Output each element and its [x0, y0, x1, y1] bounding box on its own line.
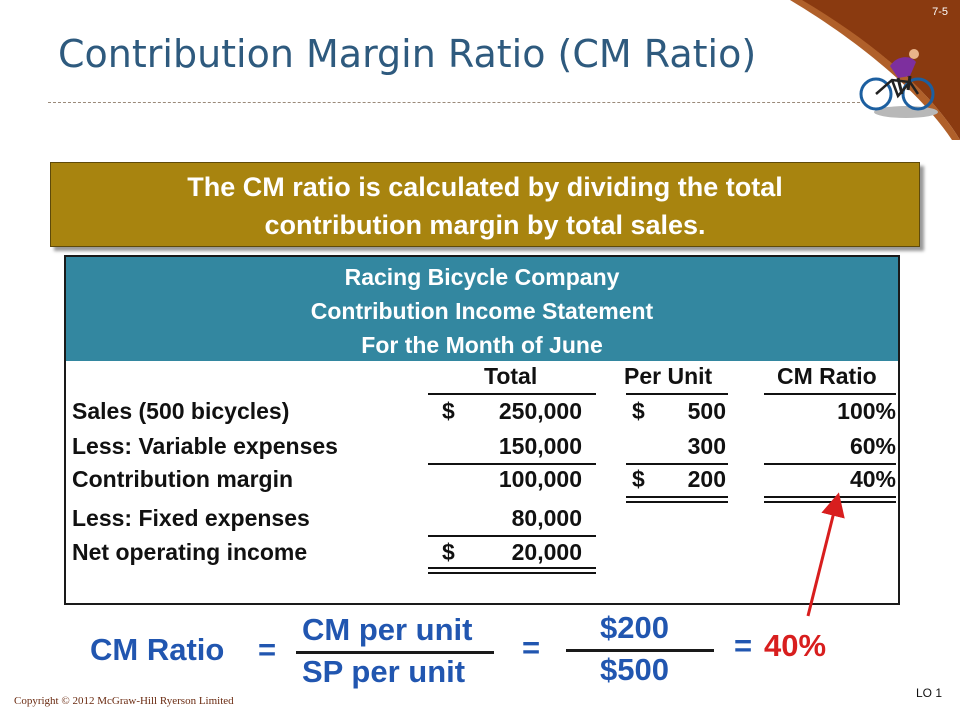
statement-header: Racing Bicycle Company Contribution Inco…: [66, 257, 898, 361]
banner-line-1: The CM ratio is calculated by dividing t…: [187, 172, 783, 202]
formula-fraction-bar: [296, 651, 494, 654]
row-label-sales: Sales (500 bicycles): [72, 398, 290, 424]
variable-total-rule: [428, 463, 596, 465]
col-header-cm-ratio: CM Ratio: [777, 363, 877, 389]
formula-result: 40%: [764, 628, 827, 663]
definition-banner: The CM ratio is calculated by dividing t…: [50, 162, 920, 247]
formula-denominator-value: $500: [600, 652, 669, 687]
variable-ratio-rule: [764, 463, 896, 465]
noi-total-double-rule: [428, 567, 596, 574]
formula-numerator-value: $200: [600, 610, 669, 645]
per-unit-header-rule: [626, 393, 728, 395]
row-noi-total-sign: $: [442, 539, 455, 565]
ratio-header-rule: [764, 393, 896, 395]
row-label-net-operating-income: Net operating income: [72, 539, 308, 565]
corner-decoration: [790, 0, 960, 140]
banner-line-2: contribution margin by total sales.: [264, 210, 706, 240]
row-sales-ratio: 100%: [837, 398, 896, 424]
row-variable-ratio: 60%: [849, 433, 896, 459]
arrow-icon: [806, 492, 845, 617]
col-header-per-unit: Per Unit: [624, 363, 713, 389]
variable-unit-rule: [626, 463, 728, 465]
row-sales-per-unit: 500: [687, 398, 726, 424]
company-name: Racing Bicycle Company: [344, 264, 620, 290]
row-cm-total: 100,000: [498, 466, 582, 492]
row-cm-unit-sign: $: [632, 466, 645, 492]
fixed-total-rule: [428, 535, 596, 537]
row-label-variable-expenses: Less: Variable expenses: [72, 433, 338, 459]
row-sales-total-sign: $: [442, 398, 455, 424]
row-cm-per-unit: 200: [687, 466, 726, 492]
formula-value-bar: [566, 649, 714, 652]
row-fixed-total: 80,000: [511, 505, 582, 531]
formula-denominator: SP per unit: [302, 654, 466, 689]
row-sales-total: 250,000: [498, 398, 582, 424]
row-noi-total: 20,000: [511, 539, 582, 565]
slide-title: Contribution Margin Ratio (CM Ratio): [58, 32, 757, 76]
formula-label: CM Ratio: [90, 632, 225, 667]
statement-period: For the Month of June: [361, 332, 603, 358]
formula-equals-1: =: [258, 632, 277, 667]
formula-equals-2: =: [522, 630, 541, 665]
row-variable-per-unit: 300: [687, 433, 726, 459]
total-header-rule: [428, 393, 596, 395]
learning-objective: LO 1: [915, 686, 942, 700]
row-sales-unit-sign: $: [632, 398, 645, 424]
cyclist-icon: [859, 49, 938, 118]
title-divider: [48, 102, 860, 103]
statement-name: Contribution Income Statement: [310, 298, 654, 324]
copyright-notice: Copyright © 2012 McGraw-Hill Ryerson Lim…: [14, 695, 234, 707]
row-label-fixed-expenses: Less: Fixed expenses: [72, 505, 310, 531]
col-header-total: Total: [484, 363, 538, 389]
formula-numerator: CM per unit: [302, 612, 473, 647]
slide-number: 7-5: [932, 6, 948, 18]
income-statement: Racing Bicycle Company Contribution Inco…: [64, 255, 900, 605]
row-label-contribution-margin: Contribution margin: [72, 466, 294, 492]
formula-equals-3: =: [734, 628, 753, 663]
row-cm-ratio: 40%: [849, 466, 896, 492]
row-variable-total: 150,000: [498, 433, 582, 459]
cm-unit-double-rule: [626, 496, 728, 503]
